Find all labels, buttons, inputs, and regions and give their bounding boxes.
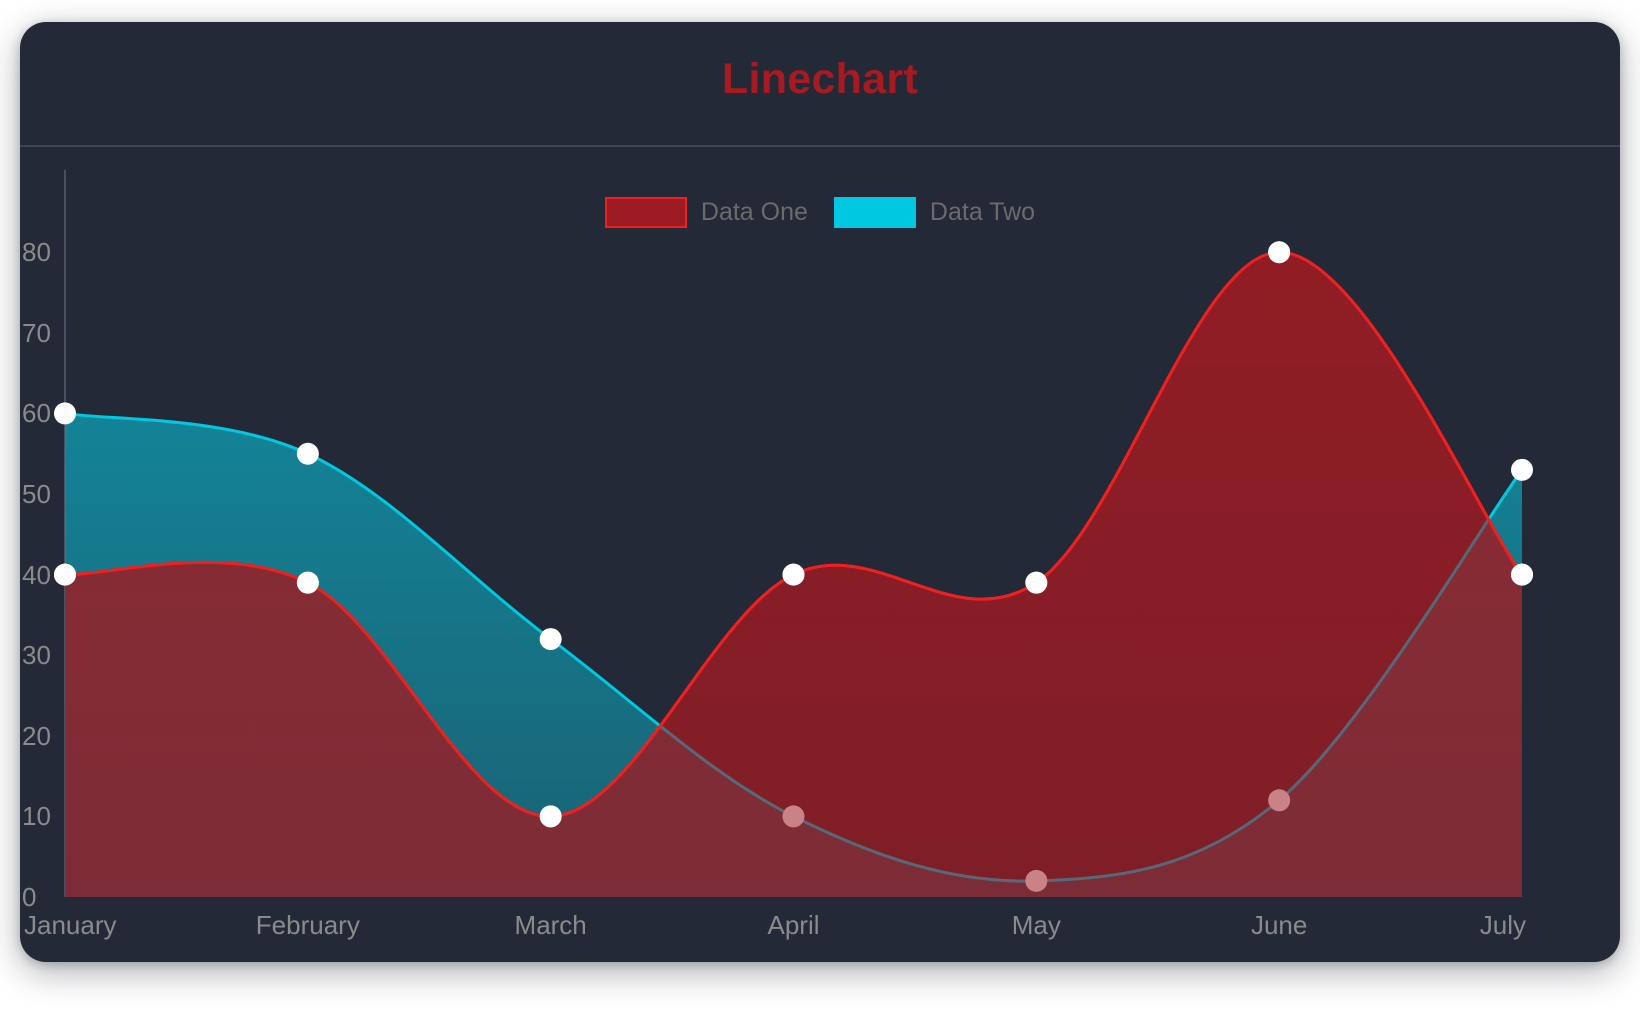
data-point[interactable] [782,563,805,586]
y-tick-label: 0 [22,882,37,912]
legend-swatch-icon-data-two [833,197,916,228]
data-point[interactable] [1268,241,1291,264]
x-tick-label: May [1011,910,1061,940]
x-tick-label: June [1250,910,1308,940]
series-line-top-data-one [64,250,1524,818]
y-tick-label: 10 [22,801,51,832]
legend-swatch-icon-data-one [604,197,687,228]
plot-area: 0 10 20 30 40 50 60 70 80 January February March Ap… [20,22,1620,962]
legend-label-data-one: Data One [700,198,808,226]
y-tick-label: 80 [22,237,51,268]
y-tick-label: 20 [22,720,51,751]
chart-legend: Data One Data Two [20,197,1620,228]
data-point[interactable] [539,805,562,828]
chart-canvas[interactable] [20,22,1620,962]
x-tick-label: February [255,910,360,940]
data-point[interactable] [1511,458,1533,481]
page-title: Linechart [721,55,919,103]
data-point[interactable] [539,628,562,651]
title-divider [20,145,1620,147]
y-tick-label: 30 [22,640,51,671]
series-area-overlay-data-one [65,252,1522,897]
y-tick-label: 40 [22,559,51,590]
data-point[interactable] [54,563,76,586]
data-point[interactable] [296,442,319,465]
y-tick-label: 50 [22,479,51,510]
y-tick-label: 60 [22,398,51,429]
data-point[interactable] [1511,563,1533,586]
legend-item-data-one[interactable]: Data One [604,197,808,228]
x-tick-label: July [1479,910,1526,940]
x-tick-label: April [767,910,820,940]
data-point[interactable] [296,571,319,594]
x-tick-label: March [514,910,587,940]
legend-label-data-two: Data Two [929,198,1036,226]
y-tick-label: 70 [22,317,51,348]
data-point[interactable] [54,402,76,425]
legend-item-data-two[interactable]: Data Two [833,197,1036,228]
data-point[interactable] [1025,571,1048,594]
chart-card: Linechart Data One Data Two 0 10 20 30 40 50 6… [20,22,1620,962]
x-tick-label: January [24,910,117,940]
